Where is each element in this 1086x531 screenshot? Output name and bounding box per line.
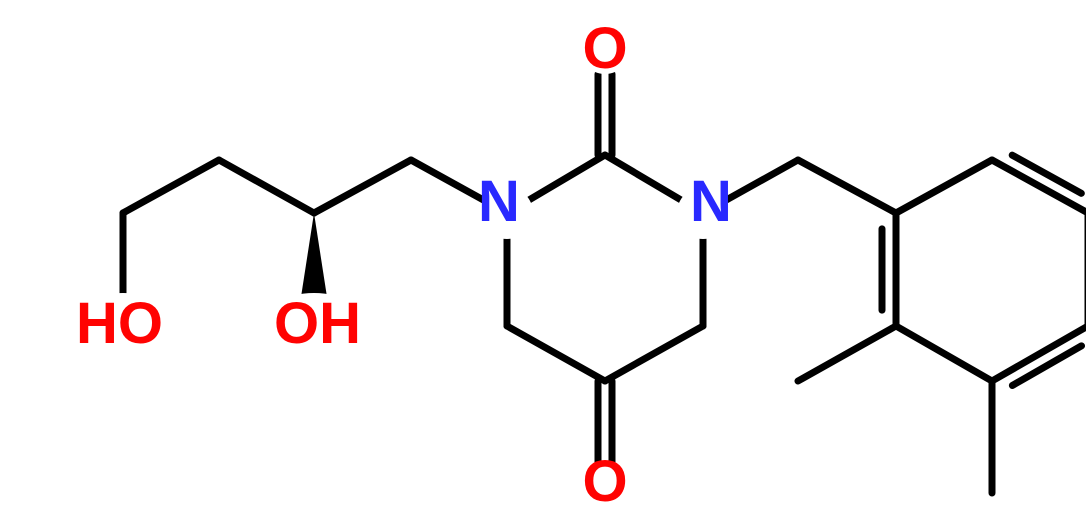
n-atom-label: N: [478, 169, 520, 234]
n-atom-label: N: [690, 169, 732, 234]
o-atom-label: O: [582, 16, 627, 81]
o-atom-label: O: [582, 449, 627, 514]
oh-atom-label: OH: [274, 291, 361, 356]
ho-atom-label: HO: [76, 291, 163, 356]
